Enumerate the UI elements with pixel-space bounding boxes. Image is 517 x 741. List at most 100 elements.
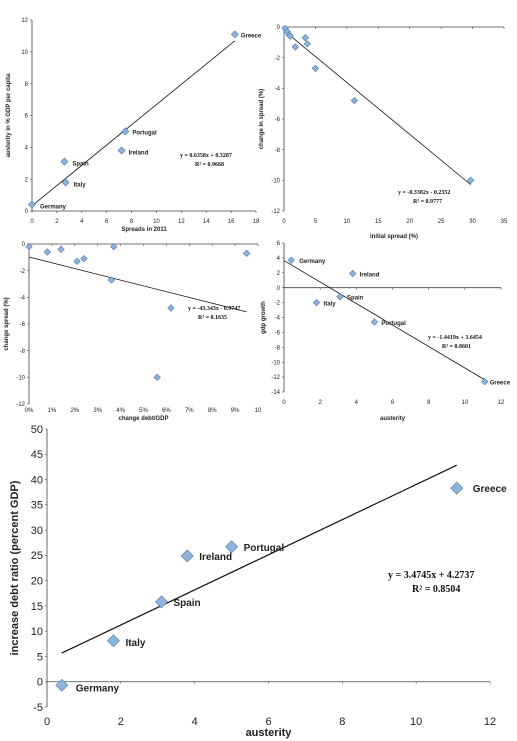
data-label-greece: Greece [490, 381, 511, 387]
y-tick-label: 10 [21, 50, 28, 56]
data-point [57, 245, 65, 254]
trend-line [31, 40, 236, 207]
x-tick-label: 6% [162, 408, 171, 414]
y-tick-label: -4 [275, 86, 281, 92]
trend-equation: y = 0.6358x + 0.3287 [180, 153, 232, 159]
y-tick-label: 8 [25, 82, 29, 88]
data-point-greece [230, 30, 239, 39]
data-point-germany [287, 256, 295, 264]
y-tick-label: 0 [277, 286, 281, 292]
data-label-ireland: Ireland [199, 552, 232, 563]
x-axis-label: austerity [380, 416, 406, 422]
chart-1: 0 2 4 6 8 10 12 14 16 18 0 2 4 6 8 10 12 Spreads in 2011 a… [6, 18, 262, 233]
data-label-germany: Germany [299, 259, 326, 265]
data-point [303, 40, 311, 48]
trend-r-squared: R² = 0.9668 [195, 162, 224, 168]
y-tick-label: 0 [277, 25, 281, 31]
data-point-italy [312, 298, 321, 307]
y-tick-label: -5 [33, 702, 43, 714]
data-label-germany: Germany [40, 205, 67, 211]
y-axis-label: change in spread (%) [259, 89, 265, 149]
x-axis-label: austerity [246, 727, 293, 739]
x-tick-label: 0 [44, 716, 50, 728]
data-point-germany [55, 678, 69, 692]
data-point-greece [481, 377, 489, 386]
y-tick-label: 45 [31, 449, 43, 461]
y-tick-label: 4 [277, 256, 281, 262]
trend-r-squared: R² = 0.8601 [442, 344, 471, 350]
trend-line [28, 256, 247, 313]
data-label-portugal: Portugal [381, 321, 406, 327]
trend-line [61, 464, 458, 654]
y-tick-label: 25 [31, 550, 43, 562]
data-label-portugal: Portugal [132, 130, 157, 136]
y-tick-label: -6 [275, 117, 281, 123]
data-point [107, 276, 116, 284]
x-tick-label: 14 [203, 219, 210, 225]
x-tick-label: 4 [80, 219, 84, 225]
data-label-spain: Spain [72, 162, 89, 168]
x-tick-label: 9% [231, 408, 240, 414]
x-tick-label: 4 [355, 400, 359, 406]
y-tick-label: 6 [277, 241, 281, 247]
y-tick-label: -10 [16, 375, 25, 381]
data-point-spain [60, 157, 69, 166]
data-point [291, 43, 300, 51]
x-tick-label: 5% [139, 408, 148, 414]
y-tick-label: -2 [275, 56, 281, 62]
chart-2: 0 5 10 15 20 25 30 35 0 -2 -4 -6 -8 -10 -12 initial spr… [259, 24, 508, 240]
x-axis-label: Spreads in 2011 [121, 227, 167, 233]
y-tick-label: 20 [31, 575, 43, 587]
data-point-italy [61, 178, 70, 187]
chart-4: 0 2 4 6 8 10 12 6 4 2 0 -2 -4 -6 -8 -10 -12 -14 austerity g… [261, 241, 511, 422]
y-tick-label: -6 [20, 322, 26, 328]
data-point [242, 249, 251, 258]
x-tick-label: 25 [438, 219, 445, 225]
y-tick-label: 0 [22, 242, 26, 248]
y-tick-label: -2 [20, 269, 26, 275]
x-tick-label: 10 [410, 716, 422, 728]
data-point [153, 373, 161, 382]
y-tick-label: -6 [275, 331, 281, 337]
data-point-ireland [117, 146, 126, 155]
x-tick-label: 6 [265, 716, 271, 728]
data-point-ireland [180, 549, 194, 563]
x-tick-label: 0 [30, 219, 34, 225]
x-tick-label: 12 [178, 219, 185, 225]
y-tick-label: -8 [275, 345, 281, 351]
x-tick-label: 2 [318, 400, 322, 406]
x-tick-label: 0 [282, 400, 286, 406]
x-tick-label: 2 [55, 219, 59, 225]
y-tick-label: 5 [37, 651, 43, 663]
y-tick-label: -4 [20, 295, 26, 301]
x-tick-label: 18 [253, 219, 260, 225]
y-tick-label: 40 [31, 474, 43, 486]
y-tick-label: 0 [37, 677, 43, 689]
data-point-portugal [370, 318, 379, 326]
x-tick-label: 12 [498, 400, 505, 406]
data-label-germany: Germany [76, 683, 120, 694]
x-axis-label: initial spread (%) [370, 234, 418, 240]
data-point [350, 96, 359, 105]
data-point-spain [336, 292, 344, 301]
y-tick-label: -12 [16, 402, 25, 408]
y-tick-label: 10 [31, 626, 43, 638]
data-point [167, 304, 175, 312]
y-tick-label: -10 [271, 178, 280, 184]
y-tick-label: -8 [275, 148, 281, 154]
trend-equation: y = -0.3382x - 0.2352 [398, 190, 450, 196]
data-point [80, 254, 88, 263]
x-tick-label: 6 [105, 219, 109, 225]
y-tick-label: 35 [31, 500, 43, 512]
y-tick-label: 2 [277, 271, 281, 277]
y-tick-label: 0 [25, 209, 29, 215]
y-tick-label: 50 [31, 424, 43, 436]
x-tick-label: 10 [344, 219, 351, 225]
data-point-greece [450, 481, 464, 495]
trend-line [283, 260, 485, 381]
trend-line [283, 30, 471, 185]
x-tick-label: 6 [391, 400, 395, 406]
x-tick-label: 16 [228, 219, 235, 225]
